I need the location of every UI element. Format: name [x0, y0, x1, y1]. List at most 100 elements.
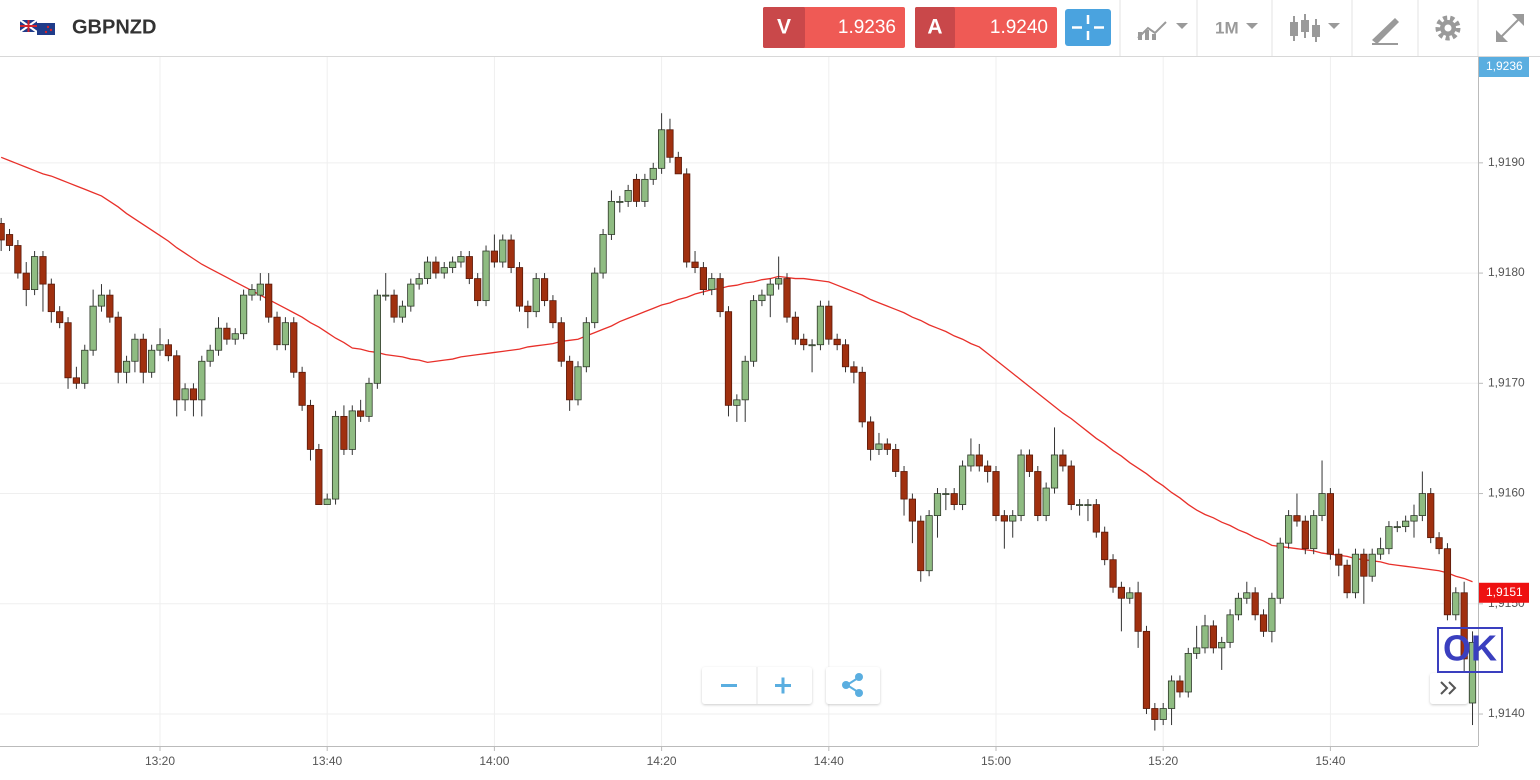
- bid-tag-label: 1,9236: [1486, 59, 1523, 73]
- candle-body: [1393, 526, 1401, 529]
- candle-body: [958, 465, 967, 505]
- candle-body: [1092, 504, 1100, 533]
- candle-body: [1351, 553, 1360, 594]
- candle-body: [1000, 515, 1008, 522]
- candle-body: [81, 349, 89, 384]
- candle-body: [616, 201, 624, 203]
- candle-body: [0, 223, 5, 241]
- candle-body: [1318, 493, 1326, 516]
- candle-body: [649, 167, 657, 180]
- candle-body: [1109, 559, 1117, 588]
- candle-body: [783, 278, 791, 318]
- candle-body: [1243, 592, 1251, 599]
- y-tick-label: 1,9180: [1488, 265, 1525, 279]
- candle-body: [148, 349, 156, 373]
- candle-body: [173, 355, 181, 401]
- timeframe-button[interactable]: 1M: [1215, 18, 1258, 37]
- candle-body: [1176, 680, 1184, 693]
- share-button[interactable]: [826, 667, 880, 704]
- chart-type-button[interactable]: [1137, 21, 1188, 40]
- candle-body: [1117, 586, 1125, 599]
- candle-body: [474, 278, 482, 302]
- candle-body: [1310, 515, 1318, 550]
- scroll-right-button[interactable]: [1430, 673, 1468, 704]
- crosshair-button[interactable]: [1065, 9, 1111, 46]
- zoom-in-button[interactable]: [775, 677, 791, 694]
- candle-body: [850, 366, 858, 373]
- candle-body: [933, 493, 942, 516]
- fullscreen-button[interactable]: [1496, 14, 1524, 42]
- candle-body: [315, 449, 323, 505]
- candle-body: [1259, 614, 1268, 632]
- candle-body: [231, 333, 239, 340]
- candle-body: [365, 382, 373, 417]
- candle-body: [691, 261, 699, 268]
- candle-body: [582, 322, 590, 368]
- candle-body: [674, 156, 682, 175]
- candle-body: [1025, 454, 1034, 472]
- ok-overlay: OK: [1437, 627, 1503, 673]
- candle-body: [265, 283, 273, 318]
- symbol: GBPNZD: [72, 16, 156, 38]
- candle-body: [1218, 641, 1226, 649]
- candle-body: [22, 272, 30, 291]
- buy-button[interactable]: A 1.9240: [915, 7, 1057, 48]
- candle-body: [1134, 592, 1142, 632]
- candle-body: [290, 322, 298, 373]
- candle-body: [1293, 515, 1301, 522]
- candle-body: [867, 421, 875, 450]
- candle-body: [131, 338, 139, 362]
- candle-body: [1343, 564, 1351, 594]
- buy-price: 1.9240: [990, 17, 1048, 38]
- candle-style-button[interactable]: [1290, 14, 1340, 42]
- candle-body: [875, 443, 883, 450]
- candle-body: [967, 454, 975, 467]
- grid: [0, 57, 1478, 746]
- y-tick-label: 1,9140: [1488, 706, 1525, 720]
- candle-body: [1159, 708, 1167, 720]
- candle-body: [1042, 487, 1050, 516]
- sell-label: V: [777, 16, 791, 39]
- candle-body: [239, 294, 248, 335]
- sell-button[interactable]: V 1.9236: [763, 7, 905, 48]
- candle-body: [1410, 515, 1418, 522]
- candle-body: [1385, 526, 1393, 550]
- candle-body: [833, 338, 841, 346]
- candle-body: [30, 256, 39, 291]
- candle-body: [1452, 592, 1460, 616]
- candle-body: [1226, 614, 1234, 643]
- candle-body: [281, 322, 290, 346]
- candle-body: [724, 311, 733, 406]
- settings-button[interactable]: [1435, 15, 1461, 41]
- candle-body: [741, 360, 749, 401]
- y-tick-label: 1,9160: [1488, 486, 1525, 500]
- candle-body: [382, 294, 390, 297]
- timeframe: 1M: [1215, 18, 1239, 37]
- candle-body: [1126, 592, 1134, 599]
- candle-body: [156, 344, 164, 351]
- candle-body: [1443, 548, 1452, 616]
- candle-body: [440, 267, 448, 274]
- candle-body: [925, 515, 933, 572]
- candle-body: [432, 261, 440, 274]
- buy-label: A: [927, 16, 942, 39]
- candle-body: [1201, 625, 1209, 649]
- ok-text: OK: [1443, 628, 1497, 669]
- candle-body: [423, 261, 432, 279]
- drawing-tools-button[interactable]: [1372, 18, 1399, 45]
- candle-body: [1402, 520, 1410, 528]
- candle-body: [457, 256, 465, 263]
- x-tick-label: 14:40: [814, 754, 844, 768]
- plot-area: [0, 113, 1477, 731]
- candle-body: [540, 278, 549, 302]
- candle-body: [223, 327, 231, 340]
- candle-body: [549, 300, 557, 324]
- candle-body: [1251, 592, 1259, 616]
- bid-tag: [1479, 57, 1529, 77]
- candle-body: [39, 256, 47, 285]
- x-tick-label: 13:40: [312, 754, 342, 768]
- candle-body: [984, 465, 992, 472]
- header: GBPNZD V 1.9236 A 1.9240 1M: [0, 0, 1540, 57]
- candle-body: [1059, 454, 1067, 467]
